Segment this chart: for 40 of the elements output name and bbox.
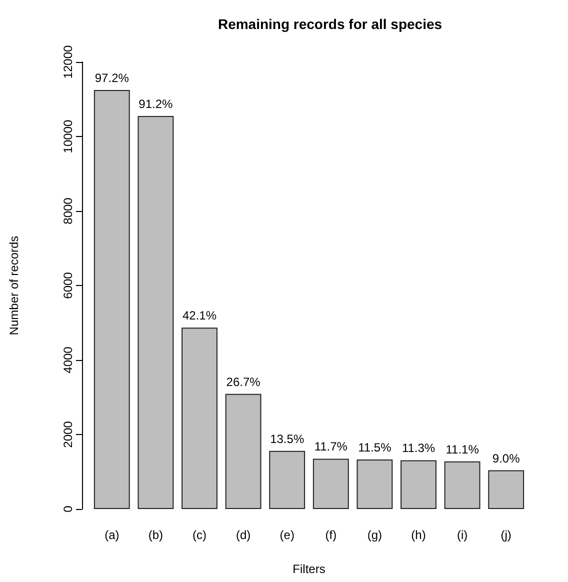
bar xyxy=(94,90,130,509)
x-tick-label: (i) xyxy=(456,528,468,542)
annotation: 42.1% xyxy=(182,308,217,323)
x-tick-label: (d) xyxy=(236,528,251,542)
y-tick-label: 4000 xyxy=(61,346,75,374)
bar xyxy=(356,459,393,509)
bar xyxy=(182,328,218,509)
annotation: 11.5% xyxy=(358,440,392,454)
x-tick-label: (g) xyxy=(367,528,382,542)
y-tick-label: 6000 xyxy=(61,272,75,299)
bar xyxy=(312,458,349,509)
bar xyxy=(225,394,262,509)
bar xyxy=(400,460,436,509)
y-tick-label: 10000 xyxy=(61,119,75,154)
bar xyxy=(269,450,306,509)
annotation: 9.0% xyxy=(492,451,520,466)
x-tick-label: (c) xyxy=(192,528,206,542)
y-tick-label: 8000 xyxy=(61,197,75,224)
x-tick-label: (e) xyxy=(280,528,294,542)
bar xyxy=(444,461,480,509)
x-tick-label: (j) xyxy=(500,528,512,542)
y-tick-label: 12000 xyxy=(61,44,75,79)
bar xyxy=(138,116,174,509)
x-axis-title: Filters xyxy=(292,562,326,576)
x-tick-label: (b) xyxy=(148,528,164,542)
annotation: 13.5% xyxy=(270,432,304,446)
y-axis-title: Number of records xyxy=(7,236,21,336)
bar xyxy=(488,470,524,509)
chart-title: Remaining records for all species xyxy=(218,16,442,32)
annotation: 97.2% xyxy=(94,70,130,85)
annotation: 91.2% xyxy=(138,97,174,112)
annotation: 11.7% xyxy=(314,440,348,454)
y-tick-label: 0 xyxy=(61,505,75,512)
x-tick-label: (a) xyxy=(104,528,120,542)
annotation: 11.1% xyxy=(446,442,480,456)
y-tick-label: 2000 xyxy=(61,420,75,448)
annotation: 26.7% xyxy=(226,374,261,389)
annotation: 11.3% xyxy=(402,441,436,456)
x-tick-label: (h) xyxy=(411,528,426,542)
x-tick-label: (f) xyxy=(325,528,337,542)
